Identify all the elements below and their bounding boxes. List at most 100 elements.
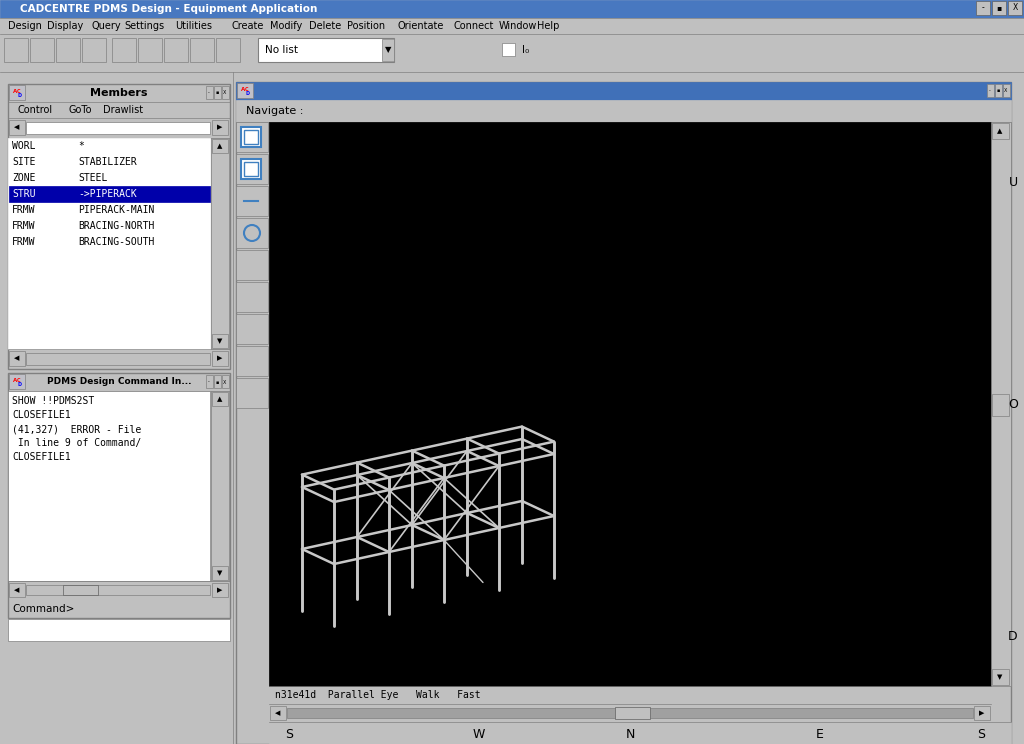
Bar bbox=[8, 138, 210, 349]
Bar bbox=[287, 708, 973, 718]
Text: ▶: ▶ bbox=[217, 355, 222, 361]
Text: ▼: ▼ bbox=[997, 674, 1002, 680]
Text: (41,327)  ERROR - File: (41,327) ERROR - File bbox=[12, 424, 141, 434]
Bar bbox=[236, 378, 268, 408]
Bar bbox=[56, 38, 80, 62]
Bar bbox=[9, 374, 25, 389]
Text: O: O bbox=[1008, 397, 1018, 411]
Text: ▶: ▶ bbox=[979, 710, 985, 716]
Bar bbox=[241, 127, 261, 147]
Text: *: * bbox=[78, 141, 84, 151]
Bar bbox=[269, 704, 991, 722]
Text: STEEL: STEEL bbox=[78, 173, 108, 183]
Text: Command>: Command> bbox=[12, 604, 75, 614]
Text: PIPERACK-MAIN: PIPERACK-MAIN bbox=[78, 205, 155, 215]
Text: Members: Members bbox=[90, 88, 147, 98]
Bar bbox=[974, 706, 990, 720]
Bar bbox=[212, 334, 228, 348]
Text: S: S bbox=[285, 728, 293, 740]
Bar bbox=[0, 34, 1024, 72]
Bar bbox=[236, 218, 268, 248]
Bar bbox=[236, 314, 268, 344]
Bar bbox=[63, 585, 98, 595]
Text: D: D bbox=[1009, 629, 1018, 643]
Text: GoTo: GoTo bbox=[69, 105, 92, 115]
Text: ◀: ◀ bbox=[14, 355, 19, 361]
Text: A: A bbox=[241, 87, 246, 92]
Bar bbox=[4, 38, 28, 62]
Text: D: D bbox=[17, 93, 22, 98]
Bar bbox=[992, 123, 1009, 139]
Text: Display: Display bbox=[47, 21, 83, 31]
Bar bbox=[241, 159, 261, 179]
Bar bbox=[9, 186, 210, 202]
Text: -: - bbox=[982, 4, 984, 13]
Text: Delete: Delete bbox=[308, 21, 341, 31]
Bar bbox=[212, 139, 228, 153]
Text: N: N bbox=[626, 728, 635, 740]
Text: FRMW: FRMW bbox=[12, 205, 36, 215]
Bar bbox=[26, 353, 210, 365]
Bar bbox=[0, 72, 234, 744]
Text: FRMW: FRMW bbox=[12, 237, 36, 247]
Text: FRMW: FRMW bbox=[12, 221, 36, 231]
Text: ▶: ▶ bbox=[217, 587, 222, 593]
Text: ◀: ◀ bbox=[14, 587, 19, 593]
Bar bbox=[8, 102, 230, 118]
Text: Settings: Settings bbox=[124, 21, 165, 31]
Bar bbox=[991, 122, 1011, 686]
Bar bbox=[8, 84, 230, 369]
Bar bbox=[216, 38, 240, 62]
Text: PDMS Design Command In...: PDMS Design Command In... bbox=[47, 377, 191, 386]
Text: CLOSEFILE1: CLOSEFILE1 bbox=[12, 410, 71, 420]
Text: ◀: ◀ bbox=[275, 710, 281, 716]
Text: BRACING-SOUTH: BRACING-SOUTH bbox=[78, 237, 155, 247]
Text: ->PIPERACK: ->PIPERACK bbox=[78, 189, 137, 199]
Bar bbox=[211, 391, 229, 581]
Text: ▪: ▪ bbox=[215, 379, 219, 385]
Text: X: X bbox=[1005, 89, 1008, 94]
Text: ◀: ◀ bbox=[14, 124, 19, 130]
Text: A: A bbox=[13, 378, 17, 383]
Bar bbox=[30, 38, 54, 62]
Bar bbox=[214, 86, 221, 99]
Bar bbox=[212, 351, 228, 366]
Bar bbox=[236, 154, 268, 184]
Text: Orientate: Orientate bbox=[397, 21, 444, 31]
Text: STRU: STRU bbox=[12, 189, 36, 199]
Text: I₀: I₀ bbox=[522, 45, 529, 55]
Bar bbox=[211, 138, 229, 349]
Text: C: C bbox=[17, 89, 20, 94]
Bar bbox=[992, 394, 1009, 416]
Bar bbox=[244, 162, 258, 176]
Bar bbox=[992, 669, 1009, 685]
Bar bbox=[269, 122, 991, 686]
Bar bbox=[212, 566, 228, 580]
Bar bbox=[138, 38, 162, 62]
Bar bbox=[987, 84, 994, 97]
Bar bbox=[244, 130, 258, 144]
Bar bbox=[236, 100, 1011, 122]
Bar bbox=[9, 120, 25, 135]
Text: ▲: ▲ bbox=[217, 396, 222, 402]
Text: D: D bbox=[245, 91, 249, 96]
Text: Help: Help bbox=[538, 21, 560, 31]
Bar bbox=[236, 82, 1011, 100]
Bar bbox=[222, 375, 229, 388]
Bar bbox=[236, 282, 268, 312]
Text: CADCENTRE PDMS Design - Equipment Application: CADCENTRE PDMS Design - Equipment Applic… bbox=[20, 4, 317, 14]
Text: X: X bbox=[1013, 4, 1018, 13]
Text: C: C bbox=[245, 87, 249, 92]
Bar bbox=[82, 38, 106, 62]
Text: Utilities: Utilities bbox=[175, 21, 212, 31]
Text: Control: Control bbox=[18, 105, 53, 115]
Bar bbox=[206, 375, 213, 388]
Text: CLOSEFILE1: CLOSEFILE1 bbox=[12, 452, 71, 462]
Text: U: U bbox=[1009, 176, 1018, 188]
Bar bbox=[502, 43, 515, 56]
Bar bbox=[9, 85, 25, 100]
Bar bbox=[1002, 84, 1010, 97]
Bar bbox=[8, 373, 230, 618]
Text: S: S bbox=[977, 728, 985, 740]
Bar bbox=[212, 120, 228, 135]
